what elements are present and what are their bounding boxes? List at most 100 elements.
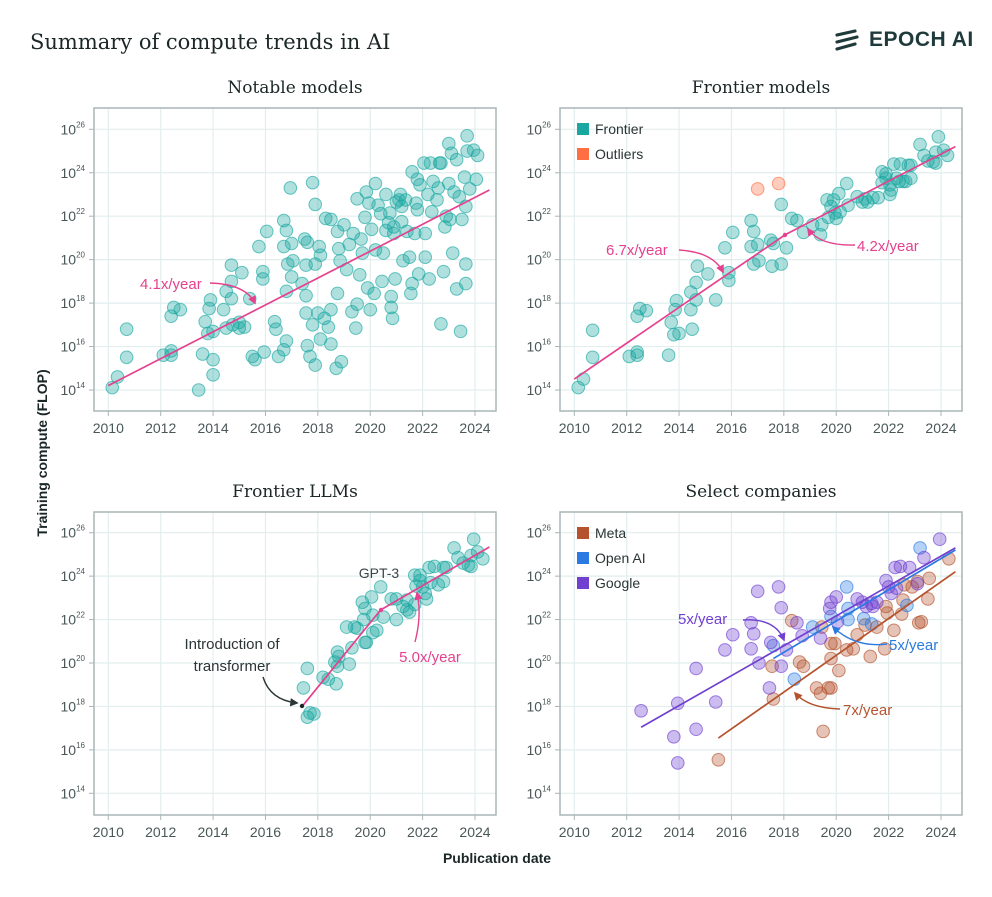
x-tick-label: 2012 — [145, 824, 176, 840]
y-tick-label: 1022 — [527, 207, 552, 224]
data-point — [422, 560, 436, 575]
data-point — [376, 246, 391, 260]
data-point — [384, 289, 398, 304]
data-point — [312, 239, 326, 254]
data-point — [379, 223, 393, 238]
data-point — [363, 302, 378, 317]
data-point — [284, 236, 299, 251]
series-models — [105, 129, 485, 397]
data-point — [119, 350, 134, 365]
data-point — [476, 551, 490, 566]
data-point — [932, 532, 947, 547]
data-point — [669, 293, 684, 308]
data-point — [366, 625, 380, 640]
data-point — [832, 663, 846, 678]
legend-label: Meta — [595, 525, 626, 541]
data-point — [376, 610, 391, 624]
data-point — [173, 302, 188, 317]
data-point — [300, 235, 315, 250]
y-tick-label: 1014 — [527, 381, 552, 398]
x-tick-label: 2010 — [559, 420, 590, 436]
data-point — [337, 218, 351, 232]
panel-frontier: 2010 2012 2014 2016 2018 2020 2022 2024 1014 1016… — [527, 107, 963, 436]
y-tick-label: 1018 — [61, 697, 86, 714]
x-tick-label: 2014 — [663, 824, 694, 840]
data-point — [345, 641, 359, 655]
data-point — [359, 635, 374, 650]
data-point — [871, 190, 885, 205]
data-point — [829, 590, 844, 604]
x-tick-label: 2014 — [197, 824, 228, 840]
data-point — [388, 272, 402, 286]
data-point — [447, 185, 461, 199]
data-point — [296, 681, 311, 695]
logo-text: EPOCH AI — [869, 28, 974, 51]
data-point — [661, 348, 676, 362]
data-point — [373, 580, 388, 594]
data-point — [202, 301, 216, 316]
openai-trend-label: 5x/year — [889, 637, 938, 654]
data-point — [887, 623, 901, 638]
trend-line — [717, 571, 956, 739]
x-tick-label: 2018 — [768, 824, 799, 840]
data-point — [438, 220, 452, 234]
x-tick-label: 2018 — [768, 420, 799, 436]
panel-title-frontier: Frontier models — [691, 78, 831, 98]
data-point — [866, 190, 880, 205]
series-outliers — [750, 176, 786, 196]
y-tick-label: 1018 — [527, 697, 552, 714]
data-point — [375, 274, 389, 289]
data-point — [369, 623, 384, 638]
data-point — [449, 152, 464, 167]
data-point — [269, 322, 283, 336]
data-point — [792, 655, 807, 669]
gpt3-label: GPT-3 — [359, 565, 400, 581]
data-point — [434, 156, 448, 170]
panel-title-notable: Notable models — [227, 78, 363, 98]
data-point — [259, 224, 274, 239]
data-point — [368, 176, 383, 191]
y-tick-label: 1024 — [61, 164, 86, 181]
data-point — [299, 306, 313, 320]
data-point — [469, 172, 484, 187]
data-point — [237, 320, 252, 334]
data-point — [460, 129, 474, 143]
series-google — [634, 532, 947, 770]
data-point — [396, 253, 410, 268]
data-point — [725, 225, 740, 240]
data-point — [451, 550, 465, 565]
data-point — [321, 320, 336, 334]
y-tick-label: 1022 — [61, 611, 86, 628]
trend-line — [301, 609, 382, 707]
x-tick-label: 2016 — [716, 824, 747, 840]
data-point — [667, 327, 681, 342]
data-point — [744, 213, 758, 228]
data-point — [824, 681, 838, 695]
data-point — [276, 239, 291, 254]
y-tick-label: 1014 — [61, 784, 86, 801]
data-point — [206, 352, 220, 367]
data-point — [771, 176, 786, 191]
data-point — [364, 222, 379, 237]
y-tick-label: 1022 — [61, 207, 86, 224]
data-point — [718, 241, 732, 255]
data-point — [232, 321, 247, 335]
trend-line — [380, 546, 490, 611]
x-tick-label: 2018 — [302, 824, 333, 840]
data-point — [462, 182, 477, 196]
panel-companies: 2010 2012 2014 2016 2018 2020 2022 2024 1014 1016… — [527, 511, 963, 840]
y-tick-label: 1020 — [61, 654, 86, 671]
data-point — [457, 170, 472, 184]
series-frontier — [571, 130, 955, 395]
data-point — [762, 681, 777, 695]
data-point — [667, 729, 681, 744]
y-tick-label: 1020 — [527, 251, 552, 268]
trend-line — [573, 234, 786, 380]
data-point — [342, 657, 357, 671]
legend-swatch — [577, 577, 589, 589]
x-tick-label: 2010 — [93, 824, 124, 840]
x-tick-label: 2020 — [355, 824, 386, 840]
x-tick-label: 2016 — [250, 420, 281, 436]
x-tick-label: 2020 — [355, 420, 386, 436]
data-point — [248, 352, 262, 367]
